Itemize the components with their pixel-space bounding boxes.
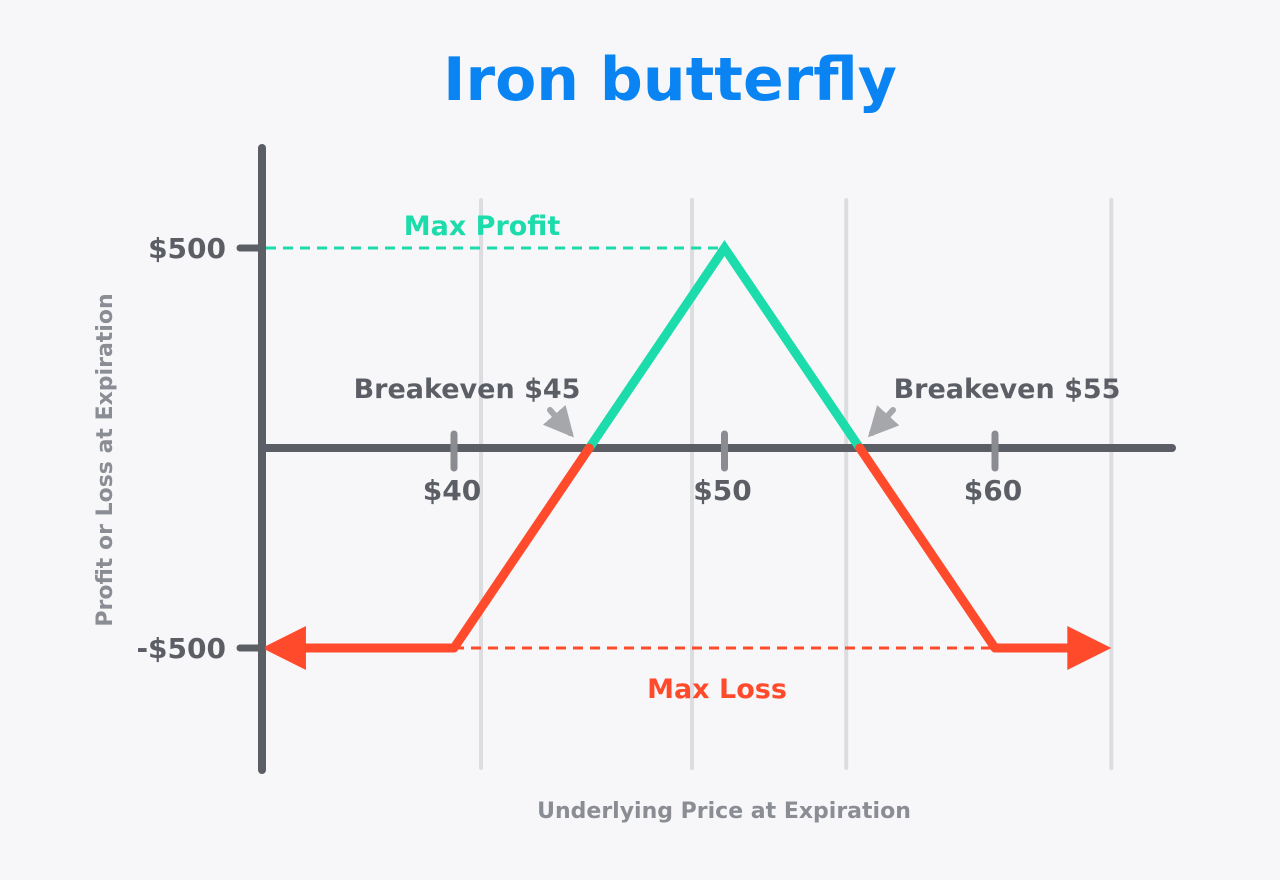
x-tick-label-60: $60 [964, 474, 1022, 507]
loss-arrowhead-right [1067, 626, 1112, 670]
y-tick-label-pos500: $500 [148, 232, 226, 265]
loss-segment-right [855, 443, 1081, 653]
tick-marks [236, 244, 999, 652]
profit-segment [584, 239, 865, 453]
breakeven-low-label: Breakeven $45 [354, 374, 581, 405]
x-axis-title: Underlying Price at Expiration [537, 799, 911, 824]
y-tick-label-neg500: -$500 [136, 632, 226, 665]
x-tick-label-50: $50 [693, 474, 751, 507]
x-tick-label-40: $40 [423, 474, 481, 507]
loss-arrowhead-left [261, 626, 306, 670]
tick-labels: $40 $50 $60 $500 -$500 [136, 232, 1022, 665]
chart-title: Iron butterfly [443, 45, 897, 115]
guide-lines [266, 246, 995, 650]
max-loss-label: Max Loss [647, 674, 787, 705]
breakeven-high-arrow [867, 405, 900, 438]
breakeven-low-arrow [542, 405, 574, 438]
breakeven-high-label: Breakeven $55 [894, 374, 1121, 405]
loss-segment-left [292, 443, 594, 653]
axes [258, 144, 1176, 774]
payoff-series [261, 239, 1112, 670]
max-profit-label: Max Profit [404, 211, 561, 242]
y-axis-title: Profit or Loss at Expiration [93, 293, 118, 626]
